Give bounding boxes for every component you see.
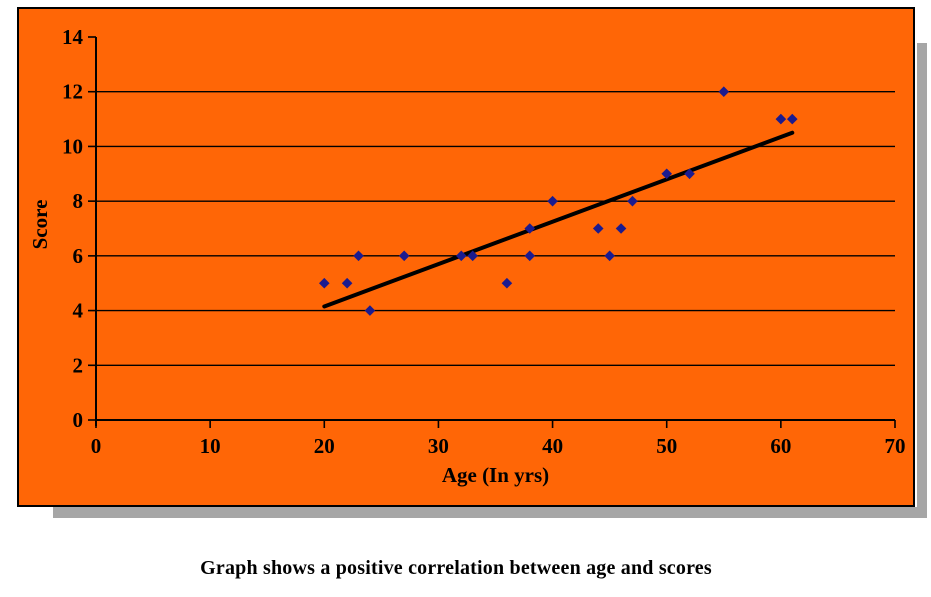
data-point bbox=[661, 168, 673, 180]
xtick-label: 70 bbox=[885, 434, 906, 458]
data-point bbox=[524, 250, 536, 262]
xtick-label: 10 bbox=[200, 434, 221, 458]
xtick-label: 30 bbox=[428, 434, 449, 458]
data-point bbox=[501, 277, 513, 289]
chart-panel: 0 2 4 6 8 10 12 14 0 10 20 30 40 50 60 70 Age (In yrs) Sc… bbox=[17, 7, 915, 507]
ytick-label: 0 bbox=[73, 408, 84, 432]
data-point bbox=[627, 195, 638, 207]
data-point bbox=[547, 195, 558, 207]
panel-shadow-bottom bbox=[53, 507, 927, 518]
x-axis-title: Age (In yrs) bbox=[442, 463, 549, 487]
xtick-label: 20 bbox=[314, 434, 335, 458]
ytick-label: 2 bbox=[73, 353, 84, 377]
data-point bbox=[353, 250, 364, 262]
data-point bbox=[684, 168, 695, 180]
ytick-label: 14 bbox=[62, 25, 84, 49]
data-point bbox=[718, 86, 730, 98]
ytick-label: 10 bbox=[62, 134, 83, 158]
ytick-label: 12 bbox=[62, 80, 83, 104]
data-point bbox=[318, 277, 330, 289]
trendline bbox=[322, 130, 795, 309]
data-point bbox=[592, 223, 604, 234]
data-point bbox=[786, 113, 798, 125]
data-point bbox=[615, 223, 627, 234]
xtick-label: 50 bbox=[656, 434, 677, 458]
xtick-label: 0 bbox=[91, 434, 102, 458]
data-point bbox=[398, 250, 410, 262]
figure-caption: Graph shows a positive correlation betwe… bbox=[200, 557, 712, 579]
ytick-label: 6 bbox=[73, 244, 84, 268]
panel-shadow-right bbox=[917, 43, 927, 518]
data-point bbox=[775, 113, 787, 125]
y-axis-title: Score bbox=[28, 200, 52, 250]
data-point bbox=[455, 250, 467, 262]
ytick-label: 8 bbox=[73, 189, 84, 213]
data-point bbox=[604, 250, 615, 262]
data-point bbox=[364, 305, 376, 316]
data-point bbox=[467, 250, 478, 262]
xtick-label: 40 bbox=[542, 434, 563, 458]
ytick-label: 4 bbox=[73, 299, 84, 323]
xtick-label: 60 bbox=[770, 434, 791, 458]
data-point bbox=[341, 277, 353, 289]
scatter-chart: 0 2 4 6 8 10 12 14 0 10 20 30 40 50 60 70 Age (In yrs) Sc… bbox=[28, 25, 906, 487]
data-point bbox=[524, 223, 536, 234]
